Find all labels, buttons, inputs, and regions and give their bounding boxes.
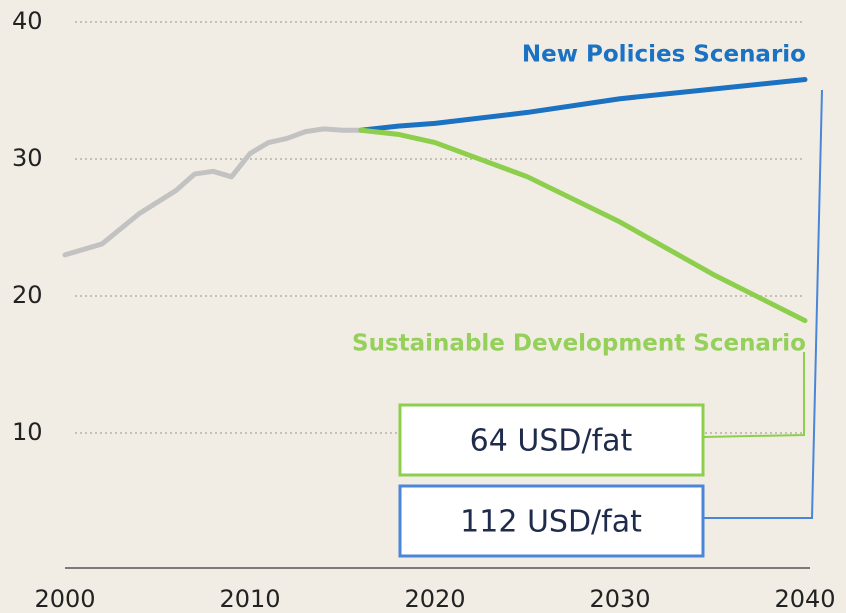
x-tick-label: 2020 [404,585,465,613]
annotation: 64 USD/fat [470,424,633,459]
annotation-box [398,403,705,477]
x-tick-label: 2010 [219,585,280,613]
connector [702,352,805,438]
y-tick-label: 10 [12,418,43,446]
x-tick-label: 2040 [774,585,835,613]
series-line [62,126,364,258]
annotation-box [398,484,705,558]
series-label: Sustainable Development Scenario [352,331,806,357]
series-line [358,77,808,133]
connector [703,89,823,519]
series-label: New Policies Scenario [522,42,806,68]
annotation: 112 USD/fat [460,505,642,540]
x-tick-label: 2030 [589,585,650,613]
y-tick-label: 30 [12,144,43,172]
y-tick-label: 20 [12,281,43,309]
y-tick-label: 40 [12,7,43,35]
series-line [358,127,808,324]
x-tick-label: 2000 [34,585,95,613]
